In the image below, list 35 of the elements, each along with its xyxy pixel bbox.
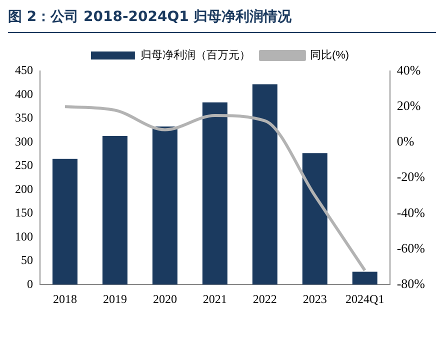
x-tick-label: 2022 — [252, 292, 277, 306]
x-tick-label: 2020 — [152, 292, 177, 306]
bar — [302, 153, 328, 285]
bar — [202, 102, 228, 285]
x-tick-label: 2018 — [52, 292, 77, 306]
y2-tick-label: -40% — [396, 204, 426, 220]
legend-label: 同比(%) — [310, 48, 350, 62]
bar — [102, 136, 128, 285]
y2-tick-label: -60% — [396, 240, 426, 256]
y-tick-label: 400 — [15, 86, 33, 101]
bar — [52, 158, 78, 285]
bar — [252, 84, 278, 285]
y2-tick-label: -20% — [396, 169, 426, 184]
line-series — [63, 105, 366, 272]
y2-tick-label: -80% — [396, 276, 426, 292]
legend-label: 归母净利润（百万元） — [140, 48, 250, 62]
x-tick-label: 2019 — [102, 292, 127, 306]
x-tick-label: 2024Q1 — [346, 292, 384, 306]
y2-tick-label: 40% — [396, 62, 421, 78]
x-tick-label: 2023 — [302, 292, 327, 306]
bar — [152, 126, 178, 285]
y-tick-label: 0 — [27, 276, 33, 291]
y-tick-label: 450 — [15, 63, 33, 78]
y-tick-label: 100 — [15, 229, 33, 244]
y2-tick-label: 20% — [396, 98, 421, 114]
y-tick-label: 150 — [15, 206, 33, 220]
y-tick-label: 300 — [15, 134, 33, 148]
chart-title: 图 2：公司 2018-2024Q1 归母净利润情况 — [8, 8, 292, 26]
bar — [352, 272, 378, 285]
y-tick-label: 200 — [15, 182, 33, 196]
y-tick-label: 50 — [21, 253, 33, 268]
y2-tick-label: 0% — [396, 134, 414, 149]
x-tick-label: 2021 — [202, 292, 227, 306]
y-tick-label: 350 — [15, 110, 33, 125]
y-tick-label: 250 — [15, 158, 33, 172]
